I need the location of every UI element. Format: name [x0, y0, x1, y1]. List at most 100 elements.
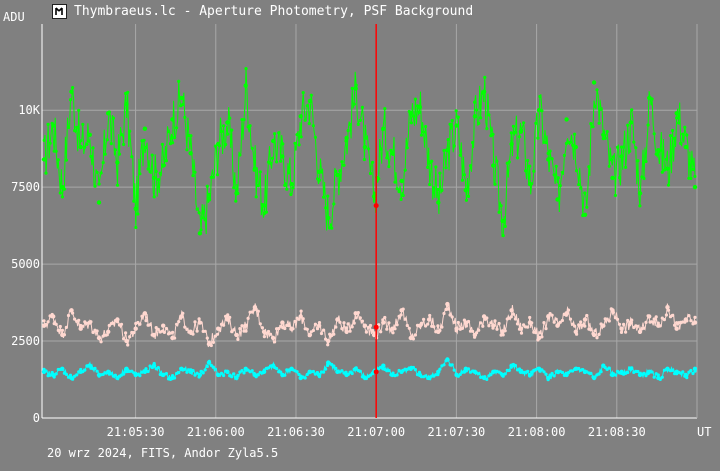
data-point	[452, 320, 456, 324]
data-point	[340, 160, 344, 164]
data-point	[391, 152, 395, 156]
data-point	[62, 333, 66, 337]
data-point	[381, 318, 385, 322]
data-point	[71, 377, 75, 381]
data-point	[373, 331, 377, 335]
data-point	[611, 310, 616, 314]
data-point	[483, 75, 487, 79]
data-point	[340, 369, 344, 373]
data-point	[191, 332, 195, 336]
data-point	[656, 373, 660, 377]
data-point	[326, 194, 330, 198]
data-point	[436, 373, 440, 377]
data-point	[264, 331, 268, 335]
data-point	[93, 366, 97, 370]
data-point	[181, 102, 185, 107]
data-point	[77, 370, 81, 374]
data-point	[544, 372, 548, 376]
data-point	[89, 154, 93, 158]
data-point	[426, 322, 430, 326]
data-point	[366, 325, 371, 329]
data-point	[46, 320, 50, 324]
data-point	[630, 318, 634, 322]
data-point	[177, 371, 181, 375]
x-tick-label: 21:08:30	[588, 425, 646, 439]
data-point	[503, 329, 507, 333]
data-point	[660, 375, 664, 379]
data-point	[140, 314, 144, 318]
data-point	[50, 370, 54, 375]
data-point	[356, 311, 360, 315]
data-point	[115, 160, 120, 165]
data-point	[546, 314, 550, 318]
data-point	[487, 324, 491, 328]
data-point	[152, 195, 156, 199]
data-point	[226, 313, 230, 317]
data-point	[268, 332, 273, 336]
data-point	[232, 186, 236, 190]
data-point	[66, 313, 71, 318]
data-point	[638, 204, 642, 208]
data-point	[466, 367, 471, 371]
data-point	[199, 228, 203, 232]
data-point	[124, 338, 129, 344]
data-point	[142, 312, 146, 316]
data-point	[203, 368, 207, 372]
data-point	[352, 321, 356, 325]
data-point	[230, 128, 234, 132]
data-point	[689, 176, 693, 180]
data-point	[462, 173, 466, 177]
data-point	[326, 343, 330, 347]
data-point	[179, 316, 183, 320]
data-point	[224, 142, 228, 147]
data-point	[448, 313, 452, 317]
data-point	[387, 369, 391, 373]
data-point	[546, 378, 550, 382]
data-point	[497, 210, 501, 214]
data-point	[66, 125, 71, 129]
observation-info: 20 wrz 2024, FITS, Andor Zyla5.5	[47, 446, 279, 460]
data-point	[299, 135, 303, 139]
data-point	[500, 329, 505, 334]
data-point	[289, 181, 294, 187]
data-point	[138, 322, 142, 326]
data-point	[464, 369, 468, 373]
data-point	[177, 79, 181, 83]
data-point	[322, 195, 326, 199]
data-point	[407, 326, 411, 330]
data-point	[387, 165, 391, 169]
data-point	[538, 94, 542, 99]
data-point	[326, 338, 331, 344]
data-point	[536, 338, 540, 342]
data-point	[685, 319, 689, 323]
data-point	[350, 325, 354, 329]
data-point	[246, 316, 250, 320]
data-point	[558, 184, 562, 188]
data-point	[674, 326, 679, 331]
data-point	[215, 332, 220, 336]
data-point	[683, 125, 687, 129]
data-point	[275, 160, 279, 164]
data-point	[499, 204, 503, 208]
data-point	[197, 375, 201, 379]
data-point	[144, 367, 148, 371]
data-point	[613, 373, 618, 377]
data-point	[599, 322, 603, 326]
data-point	[619, 154, 624, 159]
data-point	[475, 108, 479, 112]
time-cursor[interactable]	[373, 24, 379, 418]
data-point	[417, 323, 422, 328]
data-point	[344, 370, 348, 374]
data-point	[538, 331, 542, 335]
data-point	[513, 363, 518, 368]
data-point	[446, 358, 450, 362]
data-point	[252, 371, 256, 376]
data-point	[119, 133, 124, 137]
data-point	[544, 327, 548, 331]
data-point	[446, 138, 450, 142]
data-point	[316, 323, 322, 328]
data-point	[389, 148, 393, 152]
data-point	[164, 159, 168, 163]
data-point	[222, 373, 226, 378]
